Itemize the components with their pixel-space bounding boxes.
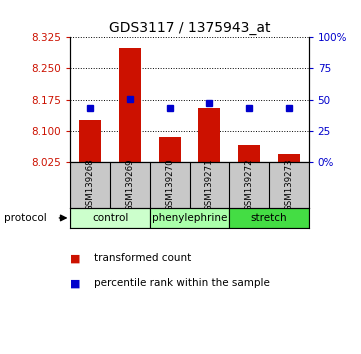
Text: ■: ■ (70, 278, 81, 288)
Text: GSM139273: GSM139273 (284, 158, 293, 211)
Bar (238, 145, 260, 162)
Bar (70, 207, 150, 228)
Text: transformed count: transformed count (94, 253, 191, 263)
Text: phenylephrine: phenylephrine (152, 213, 227, 223)
Bar (278, 154, 300, 162)
Text: GSM139269: GSM139269 (126, 159, 134, 211)
Bar (150, 207, 229, 228)
Bar (159, 137, 180, 162)
Bar (119, 47, 141, 162)
Bar (229, 207, 309, 228)
Text: percentile rank within the sample: percentile rank within the sample (94, 278, 270, 288)
Text: GSM139270: GSM139270 (165, 158, 174, 211)
Text: control: control (92, 213, 128, 223)
Text: stretch: stretch (251, 213, 287, 223)
Bar (79, 120, 101, 162)
Text: GSM139271: GSM139271 (205, 158, 214, 211)
Text: GSM139268: GSM139268 (86, 158, 95, 211)
Bar (199, 108, 220, 162)
Text: GSM139272: GSM139272 (245, 158, 253, 211)
Text: protocol: protocol (4, 213, 46, 223)
Text: ■: ■ (70, 253, 81, 263)
Title: GDS3117 / 1375943_at: GDS3117 / 1375943_at (109, 21, 270, 35)
